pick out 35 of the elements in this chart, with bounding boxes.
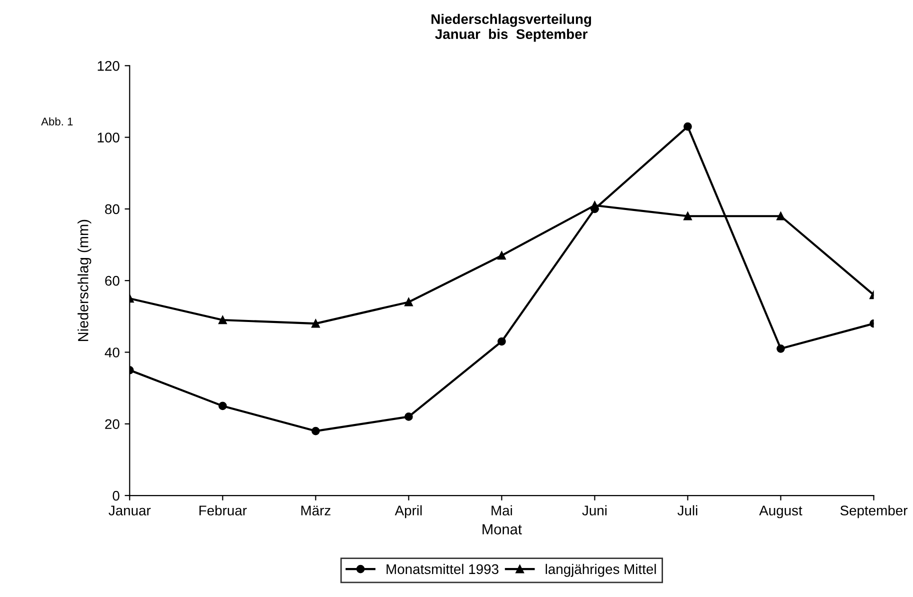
y-tick-label: 40 xyxy=(104,348,120,358)
point xyxy=(404,412,413,421)
x-tick-label: März xyxy=(301,506,330,516)
point xyxy=(312,319,320,328)
x-tick-label: September xyxy=(840,505,908,518)
x-tick-label: Mai xyxy=(492,505,512,516)
point xyxy=(218,402,227,410)
point xyxy=(498,251,506,260)
y-tick-label: 0 xyxy=(112,490,120,501)
x-tick-label: Januar xyxy=(108,506,151,516)
x-tick-label: April xyxy=(394,505,422,518)
x-tick-label: Juni xyxy=(582,505,607,516)
point xyxy=(590,204,599,214)
legend-label: langjähriges Mittel xyxy=(546,564,656,577)
y-tick-label: 60 xyxy=(105,276,120,286)
y-axis-title: Niederschlag (mm) xyxy=(78,220,92,341)
point xyxy=(684,212,692,220)
chart-title: Niederschlagsverteilung Januar bis September xyxy=(432,14,592,42)
y-tick-label: 20 xyxy=(105,419,120,430)
y-tick-label: 80 xyxy=(105,204,120,214)
x-tick-label: August xyxy=(759,506,802,518)
y-tick-label: 120 xyxy=(98,61,120,71)
point xyxy=(312,426,320,436)
point xyxy=(498,337,506,346)
point xyxy=(404,298,413,306)
x-tick-label: Februar xyxy=(199,505,247,516)
x-tick-label: Juli xyxy=(678,505,698,516)
point xyxy=(218,316,227,324)
legend-label: Monatsmittel 1993 xyxy=(386,564,498,574)
y-tick-label: 100 xyxy=(98,132,120,142)
x-axis-title: Monat xyxy=(482,524,522,534)
caption: Abb. 1 xyxy=(41,117,73,126)
point xyxy=(776,212,785,220)
point xyxy=(776,344,785,353)
point xyxy=(684,122,692,131)
